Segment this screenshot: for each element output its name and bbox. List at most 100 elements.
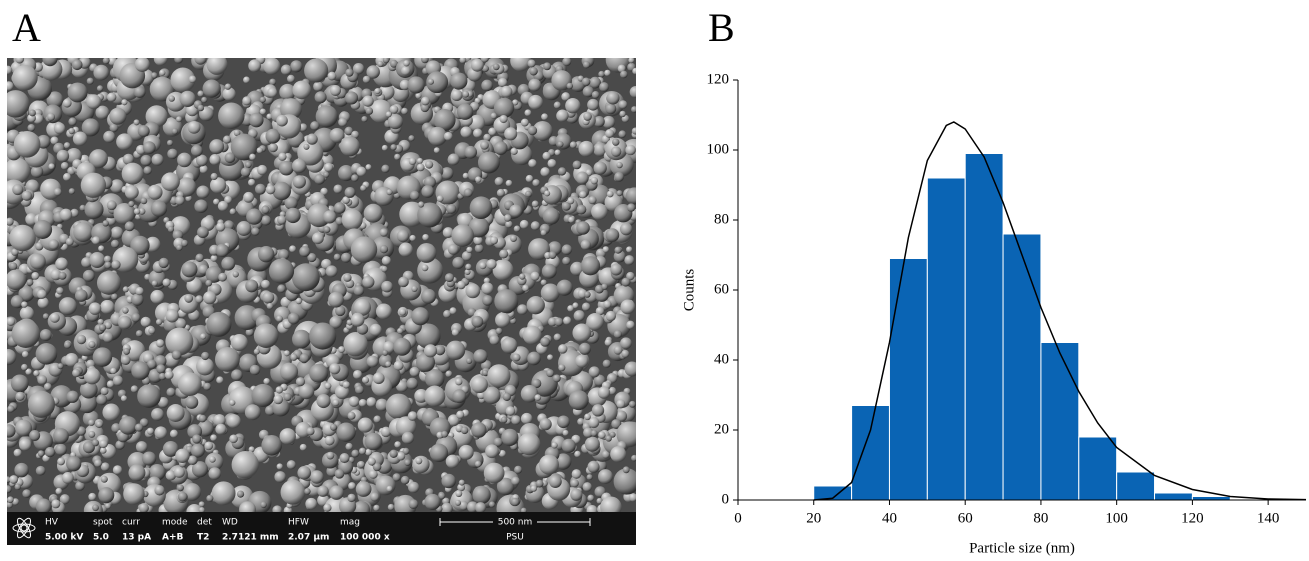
grain (186, 277, 203, 294)
grain (131, 361, 150, 380)
grain (372, 462, 382, 472)
grain (130, 385, 139, 393)
grain (253, 348, 260, 355)
grain (175, 448, 190, 463)
grain (505, 179, 513, 187)
grain (614, 246, 622, 254)
grain (603, 300, 612, 309)
grain (500, 85, 513, 98)
x-tick-label: 20 (806, 510, 821, 526)
grain (480, 141, 489, 150)
bar (1002, 233, 1042, 501)
grain (494, 289, 519, 314)
grain (210, 434, 218, 442)
grain (369, 99, 393, 123)
grain (333, 184, 343, 194)
grain (99, 439, 108, 449)
grain (574, 450, 581, 458)
grain (501, 428, 519, 446)
grain (329, 485, 344, 500)
grain (122, 153, 134, 165)
grain (21, 350, 29, 358)
grain (389, 449, 398, 459)
grain (470, 376, 488, 394)
grain (610, 263, 623, 276)
grain (443, 310, 451, 318)
grain (381, 280, 393, 293)
grain (224, 83, 232, 90)
grain (205, 265, 223, 283)
grain (614, 171, 625, 182)
grain (528, 159, 537, 168)
grain (96, 85, 104, 92)
grain (462, 90, 470, 98)
grain (626, 246, 633, 253)
grain (511, 415, 521, 425)
grain (26, 278, 34, 286)
grain (13, 130, 41, 158)
grain (272, 181, 292, 201)
grain (468, 216, 490, 238)
grain (118, 315, 132, 330)
grain (531, 378, 542, 389)
grain (631, 454, 636, 462)
grain (215, 243, 229, 258)
grain (230, 133, 258, 161)
info-value: 5.0 (93, 533, 109, 543)
grain (323, 503, 332, 512)
grain (427, 78, 435, 85)
grain (332, 399, 340, 407)
grain (625, 187, 636, 205)
info-label: det (197, 518, 212, 528)
grain (541, 113, 549, 121)
grain (462, 172, 469, 179)
grain (341, 252, 352, 263)
grain (133, 208, 141, 215)
grain (21, 363, 28, 371)
grain (178, 294, 199, 314)
grain (421, 264, 429, 272)
grain (268, 143, 278, 153)
grain (134, 423, 144, 432)
grain (181, 261, 198, 278)
grain (620, 70, 628, 79)
grain (542, 151, 551, 161)
grain (398, 242, 413, 257)
grain (401, 107, 409, 115)
grain (161, 172, 180, 192)
grain (451, 328, 460, 337)
grain (306, 133, 318, 145)
grain (473, 128, 483, 138)
grain (329, 315, 343, 329)
grain (470, 58, 484, 72)
grain (143, 166, 152, 175)
info-fields: HV 5.00 kV spot 5.0 curr 13 pA mode A+B det T2 WD 2… (45, 518, 390, 543)
grain (21, 190, 32, 201)
grain (602, 359, 611, 368)
grain (102, 220, 109, 227)
grain (27, 123, 36, 132)
bar (1154, 492, 1193, 501)
grain (463, 188, 473, 198)
grain (534, 394, 542, 401)
grain (209, 456, 216, 463)
grain (399, 201, 425, 227)
grain (372, 372, 385, 385)
grain (297, 465, 312, 480)
grain (401, 431, 415, 445)
grain (249, 112, 264, 128)
grain (323, 162, 334, 172)
grain (588, 417, 600, 429)
grain (70, 208, 79, 218)
grain (120, 355, 131, 365)
grain (353, 285, 365, 296)
grain (188, 75, 197, 84)
grain (510, 235, 517, 242)
grain (9, 224, 36, 252)
grain (184, 294, 194, 303)
grain (396, 451, 406, 461)
grain (215, 222, 226, 232)
grain (595, 306, 605, 316)
grain (103, 130, 116, 143)
grain (361, 116, 368, 123)
